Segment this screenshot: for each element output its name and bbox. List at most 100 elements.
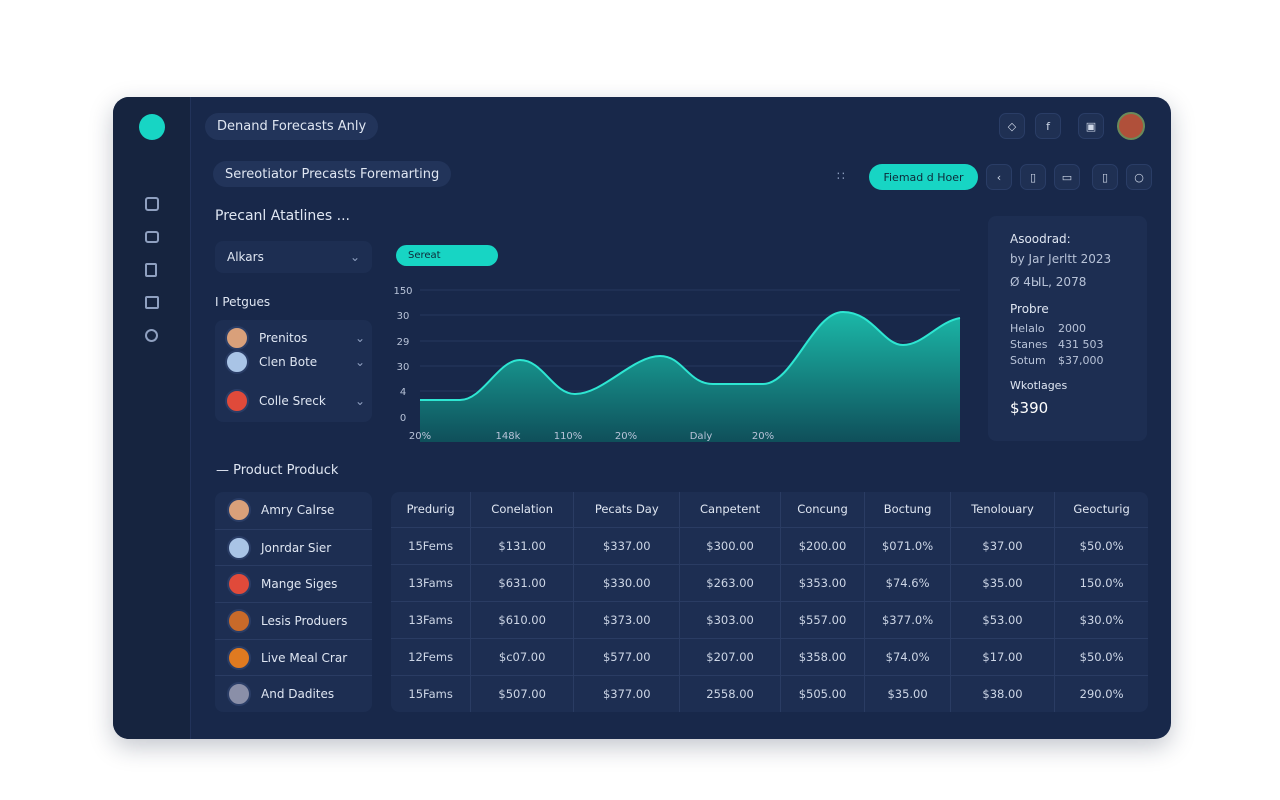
table-cell: $35.00 — [864, 674, 951, 712]
icon-button[interactable]: ▭ — [1054, 164, 1080, 190]
y-tick-label: 150 — [393, 286, 412, 297]
nav-store[interactable] — [145, 296, 159, 309]
table-cell: $50.0% — [1054, 526, 1148, 564]
table-cell: $263.00 — [679, 563, 781, 601]
total-value: $390 — [1010, 399, 1049, 417]
y-tick-label: 30 — [397, 362, 410, 373]
filter-item-label: Colle Sreck — [259, 394, 326, 408]
summary-row: Sotum $37,000 — [1010, 352, 1140, 368]
nav-doc[interactable] — [145, 263, 157, 277]
product-name: Lesis Produers — [261, 613, 348, 628]
table-cell: $377.00 — [573, 674, 681, 712]
table-cell: $207.00 — [679, 637, 781, 675]
table-cell: $300.00 — [679, 526, 781, 564]
column-header: Pecats Day — [573, 492, 681, 527]
summary-key: Helalo — [1010, 321, 1045, 335]
table-cell: 15Fams — [391, 674, 472, 712]
filter-item[interactable]: Prenitos ⌄ — [225, 325, 365, 351]
table-cell: $557.00 — [780, 600, 866, 638]
y-tick-label: 0 — [400, 413, 406, 424]
avatar — [225, 389, 249, 413]
summary-section: Probre — [1010, 302, 1049, 316]
area-line — [420, 310, 961, 401]
table-cell: $353.00 — [780, 563, 866, 601]
filter-list: Prenitos ⌄ Clen Bote ⌄ Colle Sreck ⌄ — [215, 320, 372, 422]
user-avatar[interactable] — [1117, 112, 1145, 140]
icon-button[interactable]: ▯ — [1020, 164, 1046, 190]
product-row[interactable]: And Dadites — [215, 675, 372, 712]
table-cell: $505.00 — [780, 674, 866, 712]
column-header: Predurig — [391, 492, 472, 527]
y-tick-label: 29 — [397, 337, 410, 348]
drag-handle[interactable]: ∷ — [837, 169, 845, 183]
table-row: 13Fams $610.00 $373.00 $303.00 $557.00 $377.0… — [391, 600, 1148, 638]
table-cell: $631.00 — [470, 563, 575, 601]
product-row[interactable]: Jonrdar Sier — [215, 528, 372, 566]
summary-row: Helalo 2000 — [1010, 320, 1140, 336]
table-cell: $30.0% — [1054, 600, 1148, 638]
section-title: Precanl Atatlines ... — [215, 208, 350, 224]
icon-button[interactable]: ▯ — [1092, 164, 1118, 190]
nav-box[interactable] — [145, 231, 159, 243]
table-cell: $c07.00 — [470, 637, 575, 675]
icon-button[interactable]: ▣ — [1078, 113, 1104, 139]
x-tick-label: 110% — [554, 431, 583, 442]
sidebar — [113, 97, 191, 739]
table-cell: $38.00 — [950, 674, 1056, 712]
table-cell: 12Fems — [391, 637, 472, 675]
table-cell: $377.0% — [864, 600, 951, 638]
summary-value: 431 503 — [1058, 337, 1104, 351]
chevron: ⌄ — [354, 331, 365, 345]
primary-button[interactable]: Fiemad d Hoer — [869, 164, 978, 190]
table-cell: 13Fams — [391, 563, 472, 601]
filter-item[interactable]: Colle Sreck ⌄ — [225, 388, 365, 414]
table-cell: $50.0% — [1054, 637, 1148, 675]
table-cell: 15Fems — [391, 526, 472, 564]
product-row[interactable]: Mange Siges — [215, 565, 372, 602]
chevron: ⌄ — [354, 394, 365, 408]
product-row[interactable]: Live Meal Crar — [215, 638, 372, 676]
summary-title: Asoodrad: — [1010, 232, 1071, 246]
subtitle: Sereotiator Precasts Foremarting — [213, 161, 452, 187]
filter-item-label: Clen Bote — [259, 355, 318, 369]
product-name: Jonrdar Sier — [261, 540, 332, 555]
filter-item-label: Prenitos — [259, 331, 308, 345]
product-row[interactable]: Lesis Produers — [215, 602, 372, 639]
nav-home[interactable] — [145, 197, 159, 211]
filter-item[interactable]: Clen Bote ⌄ — [225, 349, 365, 375]
y-tick-label: 30 — [397, 311, 410, 322]
x-tick-label: 20% — [409, 431, 431, 442]
table-cell: $17.00 — [950, 637, 1056, 675]
table-row: 12Fems $c07.00 $577.00 $207.00 $358.00 $74.0%… — [391, 637, 1148, 675]
summary-line: Ø 4ЫL, 2078 — [1010, 275, 1087, 289]
icon-button[interactable]: ◇ — [999, 113, 1025, 139]
table-cell: $071.0% — [864, 526, 951, 564]
x-tick-label: 20% — [752, 431, 774, 442]
table-row: 13Fams $631.00 $330.00 $263.00 $353.00 $74.6%… — [391, 563, 1148, 601]
icon-button[interactable]: ○ — [1126, 164, 1152, 190]
logo[interactable] — [139, 114, 165, 140]
icon-button[interactable]: f — [1035, 113, 1061, 139]
table-row: 15Fems $131.00 $337.00 $300.00 $200.00 $071.0… — [391, 526, 1148, 564]
nav-search[interactable] — [145, 329, 158, 342]
summary-value: $37,000 — [1058, 353, 1104, 367]
summary-key: Stanes — [1010, 337, 1048, 351]
icon-button[interactable]: ‹ — [986, 164, 1012, 190]
product-row[interactable]: Amry Calrse — [215, 492, 372, 529]
product-name: Live Meal Crar — [261, 650, 348, 665]
summary-key: Sotum — [1010, 353, 1046, 367]
table-row: 15Fams $507.00 $377.00 2558.00 $505.00 $35.00… — [391, 674, 1148, 712]
dropdown[interactable]: Alkars ⌄ — [215, 241, 372, 273]
summary-line: by Jar Jerltt 2023 — [1010, 252, 1112, 266]
column-header: Tenolouary — [950, 492, 1056, 527]
product-name: Mange Siges — [261, 577, 338, 592]
avatar — [225, 326, 249, 350]
table-cell: $74.0% — [864, 637, 951, 675]
chart-tag[interactable]: Sereat — [396, 245, 498, 266]
table-cell: $131.00 — [470, 526, 575, 564]
products-title-text: Product Produck — [233, 463, 339, 478]
table-cell: $53.00 — [950, 600, 1056, 638]
column-header: Concung — [780, 492, 866, 527]
dropdown-label: Alkars — [227, 250, 264, 264]
